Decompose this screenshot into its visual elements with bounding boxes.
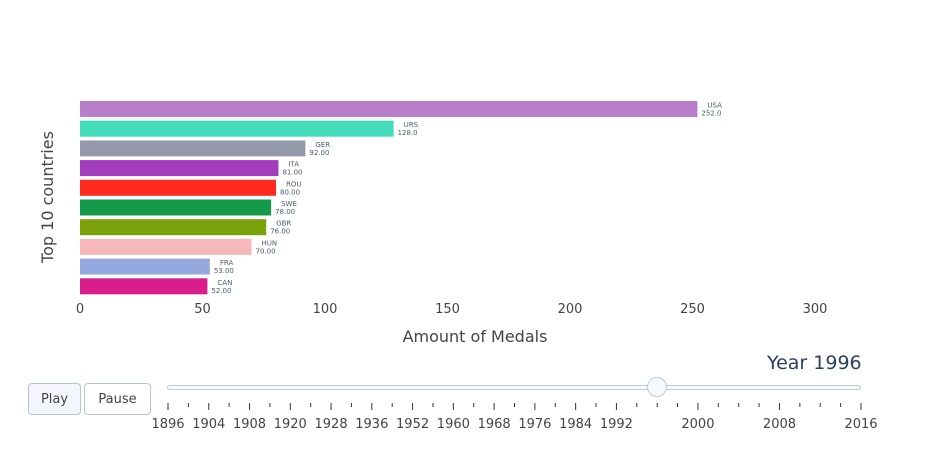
bar-country-label: USA — [707, 102, 722, 110]
x-tick-label: 50 — [194, 302, 211, 317]
bar-value-label: 92.00 — [309, 149, 329, 157]
year-slider-handle[interactable] — [647, 377, 668, 397]
bar-value-label: 52.00 — [211, 287, 231, 295]
bar-country-label: FRA — [220, 259, 234, 267]
bar-country-label: HUN — [262, 239, 278, 247]
bar-value-label: 81.00 — [282, 169, 302, 177]
bar-urs[interactable] — [80, 120, 394, 137]
x-tick-label: 250 — [680, 302, 705, 317]
year-slider-track[interactable] — [167, 385, 861, 390]
bar-value-label: 70.00 — [256, 247, 276, 255]
bar-value-label: 78.00 — [275, 208, 295, 216]
bar-can[interactable] — [80, 278, 208, 295]
bar-country-label: GER — [315, 141, 330, 149]
bar-usa[interactable] — [80, 101, 698, 117]
x-tick-label: 0 — [76, 302, 84, 317]
y-axis-title: Top 10 countries — [38, 131, 57, 264]
x-tick-label: 300 — [803, 302, 828, 317]
bar-fra[interactable] — [80, 258, 210, 275]
bar-swe[interactable] — [80, 199, 272, 216]
bar-value-label: 53.00 — [214, 267, 234, 275]
x-axis-ticks: 0 50 100 150 200 250 300 — [76, 302, 828, 317]
x-tick-label: 100 — [313, 302, 338, 317]
x-axis-title: Amount of Medals — [403, 327, 548, 346]
bar-gbr[interactable] — [80, 219, 267, 236]
bar-ita[interactable] — [80, 160, 279, 177]
play-button[interactable]: Play — [28, 383, 81, 415]
bar-country-label: GBR — [276, 220, 291, 228]
bar-rou[interactable] — [80, 179, 276, 196]
pause-button[interactable]: Pause — [84, 383, 151, 415]
x-tick-label: 200 — [558, 302, 583, 317]
current-year-label: Year 1996 — [767, 352, 862, 374]
bar-value-label: 80.00 — [280, 188, 300, 196]
bar-country-label: SWE — [281, 200, 297, 208]
bar-value-label: 128.0 — [398, 129, 418, 137]
bar-country-label: URS — [404, 121, 419, 129]
x-tick-label: 150 — [435, 302, 460, 317]
bar-country-label: ITA — [288, 161, 299, 169]
bar-hun[interactable] — [80, 238, 252, 255]
bar-country-label: ROU — [286, 180, 302, 188]
bar-ger[interactable] — [80, 140, 306, 157]
bar-value-label: 76.00 — [270, 228, 290, 236]
bar-country-label: CAN — [217, 279, 232, 287]
bar-value-label: 252.0 — [701, 110, 721, 118]
